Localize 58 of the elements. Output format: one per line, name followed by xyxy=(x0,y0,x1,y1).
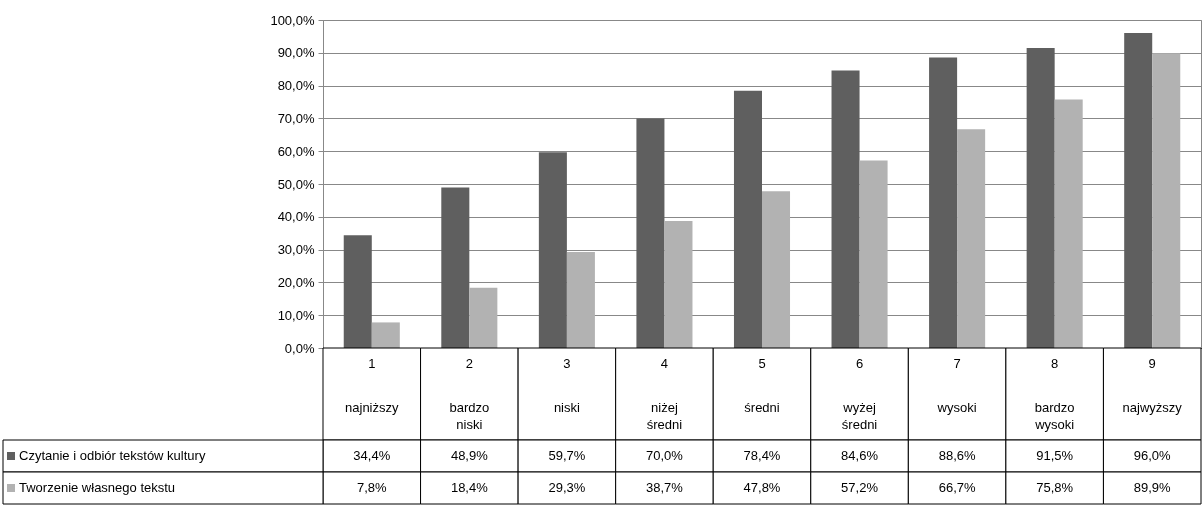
bar xyxy=(664,221,693,348)
y-tick-label: 90,0% xyxy=(277,45,315,61)
data-label: 88,6% xyxy=(938,448,976,463)
bar xyxy=(1152,53,1181,348)
bar xyxy=(859,160,888,348)
bar xyxy=(371,322,400,348)
y-tick-label: 0,0% xyxy=(284,340,315,356)
legend-label: Tworzenie własnego tekstu xyxy=(19,480,176,495)
category-label: 5 średni xyxy=(744,356,780,415)
category-label: 3 niski xyxy=(553,356,580,415)
data-label: 47,8% xyxy=(743,480,781,495)
legend-label: Czytanie i odbiór tekstów kultury xyxy=(19,448,206,463)
bar xyxy=(1054,99,1083,348)
data-label: 66,7% xyxy=(938,480,976,495)
bar xyxy=(441,187,470,348)
bar xyxy=(1026,47,1055,348)
data-label: 84,6% xyxy=(841,448,879,463)
bar xyxy=(636,118,665,348)
data-label: 91,5% xyxy=(1036,448,1074,463)
bar xyxy=(831,70,860,348)
bar xyxy=(762,191,791,348)
bar xyxy=(469,287,498,348)
data-label: 48,9% xyxy=(450,448,489,463)
data-label: 96,0% xyxy=(1133,448,1172,463)
category-label: 6 wyżej średni xyxy=(841,356,878,432)
data-label: 34,4% xyxy=(353,448,391,463)
category-label: 8 bardzo wysoki xyxy=(1034,356,1075,432)
bar xyxy=(1124,33,1153,348)
y-tick-label: 70,0% xyxy=(277,110,315,126)
data-label: 38,7% xyxy=(646,480,684,495)
data-label: 70,0% xyxy=(646,448,684,463)
bar xyxy=(343,235,372,348)
data-label: 78,4% xyxy=(743,448,781,463)
y-tick-label: 10,0% xyxy=(277,307,315,323)
data-label: 89,9% xyxy=(1133,480,1172,495)
y-tick-label: 20,0% xyxy=(277,274,315,290)
category-label: 4 niżej średni xyxy=(646,356,683,432)
category-label: 7 wysoki xyxy=(937,356,977,415)
data-label: 75,8% xyxy=(1036,480,1074,495)
y-tick-label: 30,0% xyxy=(277,242,315,258)
y-tick-label: 80,0% xyxy=(277,78,315,94)
data-label: 57,2% xyxy=(841,480,879,495)
data-label: 59,7% xyxy=(548,448,586,463)
bar xyxy=(733,90,762,348)
y-tick-label: 40,0% xyxy=(277,209,315,225)
bar xyxy=(566,251,595,348)
data-label: 18,4% xyxy=(450,480,489,495)
y-tick-label: 50,0% xyxy=(277,176,315,192)
y-tick-label: 60,0% xyxy=(277,143,315,159)
category-label: 2 bardzo niski xyxy=(449,356,490,432)
data-label: 29,3% xyxy=(548,480,586,495)
data-label: 7,8% xyxy=(356,480,388,495)
category-label: 9 najwyższy xyxy=(1122,356,1182,415)
bar xyxy=(957,129,986,348)
bar xyxy=(538,152,567,348)
y-tick-label: 100,0% xyxy=(270,12,315,28)
category-label: 1 najniższy xyxy=(345,356,399,415)
bar xyxy=(929,57,958,348)
